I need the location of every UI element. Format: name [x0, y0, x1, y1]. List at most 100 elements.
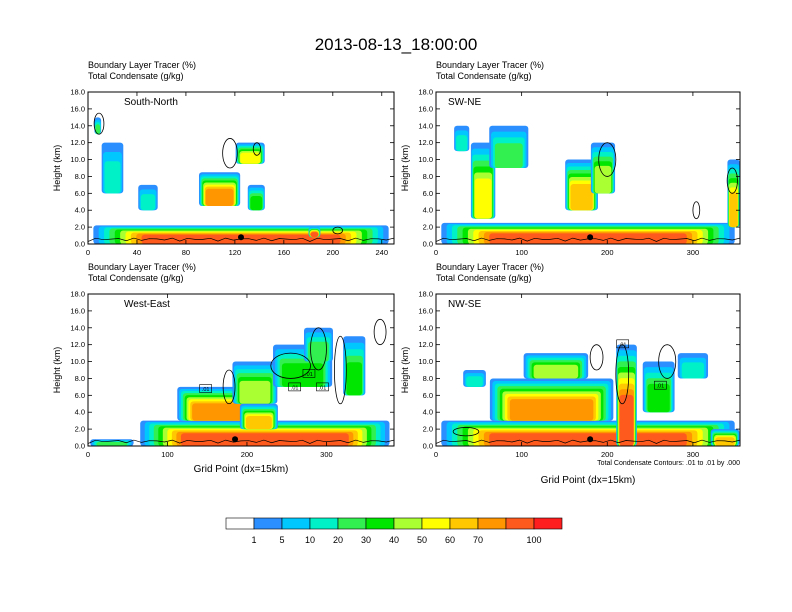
- colorbar-label-50: 50: [417, 535, 427, 545]
- condensate-contour-2: [726, 167, 738, 194]
- contour-note: Total Condensate Contours: .01 to .01 by…: [597, 460, 740, 467]
- contour-label-box-2: [302, 369, 316, 378]
- x-tick-label: 0: [86, 450, 90, 459]
- colorbar-label-5: 5: [279, 535, 284, 545]
- colorbar-label-1: 1: [251, 535, 256, 545]
- y-tick-label: 0.0: [75, 442, 85, 451]
- x-tick-label: 100: [161, 450, 174, 459]
- y-tick-label: 12.0: [70, 340, 85, 349]
- colorbar-swatch-10: [505, 517, 535, 530]
- y-tick-label: 16.0: [418, 104, 433, 113]
- condensate-contour-1: [252, 142, 261, 156]
- x-tick-label: 80: [182, 248, 190, 257]
- condensate-contour-4: [373, 318, 387, 346]
- cross-section-label: NW-SE: [448, 299, 481, 310]
- panel-nw-se: Boundary Layer Tracer (%)Total Condensat…: [400, 262, 741, 486]
- panels: Boundary Layer Tracer (%)Total Condensat…: [52, 60, 741, 486]
- tracer-plume-6-level-10: [456, 135, 468, 152]
- figure-title: 2013-08-13_18:00:00: [315, 35, 478, 54]
- y-tick-label: 18.0: [70, 290, 85, 299]
- tracer-plume-1-level-70: [205, 188, 234, 206]
- colorbar-swatch-11: [533, 517, 563, 530]
- x-tick-label: 0: [434, 450, 438, 459]
- condensate-contour-2: [589, 344, 604, 371]
- condensate-contour-3: [222, 369, 236, 405]
- tracer-plume-0-level-80: [180, 433, 349, 446]
- x-axis-label: Grid Point (dx=15km): [541, 475, 636, 486]
- y-tick-label: 4.0: [75, 408, 85, 417]
- colorbar-label-100: 100: [526, 535, 541, 545]
- colorbar-label-10: 10: [305, 535, 315, 545]
- cross-section-label: SW-NE: [448, 97, 481, 108]
- panel-frame: [435, 293, 741, 447]
- location-marker-0: [587, 234, 594, 241]
- tracer-plume-2-level-60: [570, 183, 593, 211]
- y-tick-label: 12.0: [70, 138, 85, 147]
- tracer-plume-5-level-60: [715, 437, 735, 446]
- colorbar-swatch-0: [225, 517, 255, 530]
- y-tick-label: 4.0: [423, 408, 433, 417]
- y-tick-label: 2.0: [423, 223, 433, 232]
- colorbar: 1 5 10 20 30 40 50 60 70 100: [225, 517, 563, 545]
- y-tick-label: 16.0: [70, 306, 85, 315]
- y-tick-label: 18.0: [70, 88, 85, 97]
- y-tick-label: 14.0: [70, 121, 85, 130]
- contour-label-box-3: [316, 382, 329, 392]
- cross-section-label: South-North: [124, 97, 178, 108]
- tracer-plume-2-level-40: [533, 364, 579, 379]
- x-tick-label: 100: [515, 248, 528, 257]
- condensate-contour-1: [692, 201, 701, 220]
- tracer-plume-7-level-10: [681, 362, 705, 379]
- panel-south-north: Boundary Layer Tracer (%)Total Condensat…: [52, 60, 395, 257]
- y-tick-label: 2.0: [75, 425, 85, 434]
- colorbar-label-30: 30: [361, 535, 371, 545]
- condensate-contour-0: [270, 352, 311, 379]
- condensate-contour-1: [310, 327, 327, 371]
- y-axis-label: Height (km): [52, 347, 62, 394]
- location-marker-0: [238, 234, 244, 241]
- condensate-contour-0: [222, 138, 238, 169]
- condensate-contour-0: [615, 344, 630, 405]
- y-tick-label: 16.0: [70, 104, 85, 113]
- x-tick-label: 200: [601, 248, 614, 257]
- y-tick-label: 4.0: [423, 206, 433, 215]
- colorbar-label-60: 60: [445, 535, 455, 545]
- contour-label-1: .01: [291, 385, 299, 391]
- y-axis-label: Height (km): [52, 145, 62, 192]
- colorbar-swatch-6: [393, 517, 423, 530]
- tracer-plume-7-level-20: [96, 442, 128, 446]
- x-tick-label: 100: [515, 450, 528, 459]
- y-axis-label: Height (km): [400, 347, 410, 394]
- x-axis-label: Grid Point (dx=15km): [194, 464, 289, 475]
- contour-label-3: .01: [319, 385, 327, 391]
- x-tick-label: 300: [687, 248, 700, 257]
- tracer-field: .01 .01 .01 .01: [88, 318, 394, 446]
- condensate-contour-3: [332, 226, 343, 235]
- x-tick-label: 240: [376, 248, 389, 257]
- y-tick-label: 8.0: [423, 172, 433, 181]
- tracer-plume-3-level-30: [281, 363, 324, 387]
- tracer-field: [436, 125, 740, 244]
- x-tick-label: 200: [601, 450, 614, 459]
- tracer-field: [88, 112, 394, 244]
- colorbar-label-40: 40: [389, 535, 399, 545]
- condensate-contour-0: [598, 142, 617, 177]
- y-tick-label: 6.0: [423, 189, 433, 198]
- y-tick-label: 18.0: [418, 88, 433, 97]
- contour-label-box-1: [654, 380, 667, 390]
- x-tick-label: 0: [86, 248, 90, 257]
- tracer-plume-5-level-20: [494, 143, 523, 168]
- cross-section-label: West-East: [124, 299, 170, 310]
- panel-header-condensate: Total Condensate (g/kg): [436, 71, 532, 81]
- contour-label-2: .01: [305, 372, 313, 378]
- y-tick-label: 6.0: [75, 189, 85, 198]
- colorbar-label-70: 70: [473, 535, 483, 545]
- panel-frame: [435, 91, 741, 245]
- x-tick-label: 40: [133, 248, 141, 257]
- contour-label-0: .01: [619, 342, 627, 348]
- y-tick-label: 0.0: [423, 240, 433, 249]
- y-tick-label: 10.0: [70, 357, 85, 366]
- colorbar-swatch-5: [365, 517, 395, 530]
- contour-label-box-1: [288, 382, 301, 392]
